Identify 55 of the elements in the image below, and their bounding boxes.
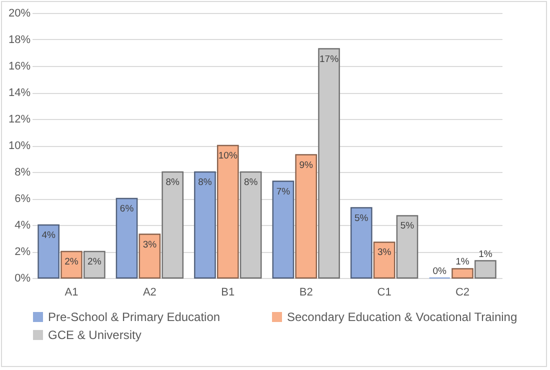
data-label: 2% — [88, 256, 102, 268]
data-label: 17% — [320, 54, 340, 65]
data-label: 9% — [299, 160, 314, 171]
bar — [350, 207, 372, 279]
bar — [216, 144, 239, 279]
bar — [194, 171, 216, 279]
y-tick-label: 2% — [14, 246, 31, 258]
data-label: 2% — [64, 256, 79, 268]
bar — [452, 268, 474, 279]
data-label: 6% — [120, 204, 134, 214]
x-tick-label: C1 — [377, 286, 392, 298]
bar — [318, 48, 340, 279]
data-label: 4% — [42, 230, 56, 241]
y-tick-label: 12% — [8, 114, 31, 126]
y-tick-label: 10% — [8, 140, 31, 152]
data-label: 1% — [456, 256, 470, 268]
bar — [396, 215, 418, 279]
x-tick-label: C2 — [455, 286, 470, 298]
bar — [138, 234, 161, 279]
x-tick-label: A2 — [142, 286, 156, 298]
bar — [84, 250, 106, 279]
bar — [162, 171, 184, 279]
bar — [240, 171, 262, 279]
y-tick-label: 14% — [8, 87, 31, 99]
data-label: 7% — [276, 186, 291, 198]
y-tick-label: 4% — [14, 220, 31, 232]
y-tick-label: 20% — [8, 8, 31, 20]
bar — [38, 224, 60, 279]
legend-label: GCE & University — [48, 328, 142, 342]
y-tick-label: 16% — [8, 60, 31, 72]
x-tick-label: B2 — [299, 286, 313, 298]
x-tick-label: A1 — [64, 286, 78, 298]
data-label: 8% — [244, 177, 258, 188]
y-tick-label: 8% — [14, 166, 31, 178]
data-label: 8% — [198, 177, 212, 188]
data-label: 1% — [478, 248, 493, 260]
data-label: 3% — [377, 247, 392, 258]
bar — [272, 180, 294, 279]
bar — [60, 250, 82, 279]
data-label: 5% — [400, 220, 415, 232]
y-tick-label: 6% — [14, 193, 31, 205]
x-tick-label: B1 — [221, 286, 235, 298]
data-label: 0% — [432, 266, 447, 277]
data-label: 5% — [354, 212, 369, 224]
bar — [373, 242, 396, 279]
bar — [116, 198, 138, 279]
data-label: 8% — [166, 177, 180, 188]
legend-label: Secondary Education & Vocational Training — [287, 310, 518, 324]
y-tick-label: 0% — [14, 272, 31, 284]
data-label: 3% — [142, 239, 158, 250]
bar — [474, 260, 496, 279]
y-tick-label: 18% — [8, 34, 31, 46]
bar — [295, 154, 318, 279]
data-label: 10% — [218, 150, 238, 162]
legend-label: Pre-School & Primary Education — [48, 310, 220, 324]
